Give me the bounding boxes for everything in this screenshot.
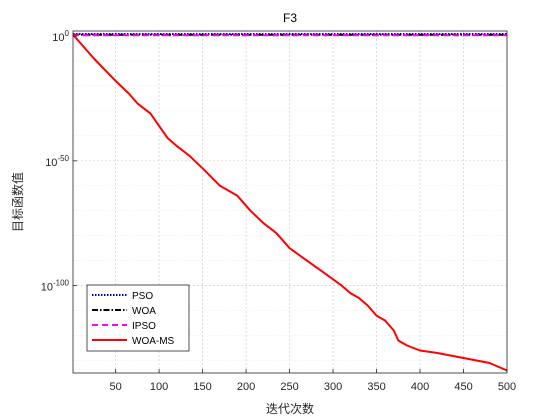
y-tick-label: 10-50 — [45, 154, 69, 169]
x-tick-label: 50 — [109, 381, 121, 393]
x-tick-label: 300 — [324, 381, 342, 393]
x-tick-label: 450 — [454, 381, 472, 393]
y-tick-label: 10-100 — [41, 279, 70, 294]
x-tick-label: 100 — [150, 381, 168, 393]
y-axis-label: 目标函数值 — [10, 172, 25, 232]
legend-label-ipso: IPSO — [132, 321, 156, 332]
x-axis-label: 迭代次数 — [266, 401, 314, 416]
legend: PSO WOA IPSO WOA-MS — [86, 284, 190, 352]
plot-frame — [72, 30, 508, 374]
y-tick-label: 100 — [52, 29, 69, 44]
series-lines — [72, 33, 508, 372]
series-line-woa-ms — [72, 34, 508, 372]
x-tick-label: 150 — [193, 381, 211, 393]
legend-label-pso: PSO — [132, 291, 153, 302]
x-tick-label: 500 — [498, 381, 516, 393]
legend-label-woa-ms: WOA-MS — [132, 336, 175, 347]
chart-title: F3 — [283, 11, 297, 25]
x-tick-label: 400 — [411, 381, 429, 393]
x-tick-label: 350 — [367, 381, 385, 393]
x-tick-label: 250 — [280, 381, 298, 393]
ticks: 50 100 150 200 250 300 350 400 450 500 100 10-50 10-… — [41, 29, 516, 393]
x-tick-label: 200 — [237, 381, 255, 393]
legend-label-woa: WOA — [132, 306, 156, 317]
